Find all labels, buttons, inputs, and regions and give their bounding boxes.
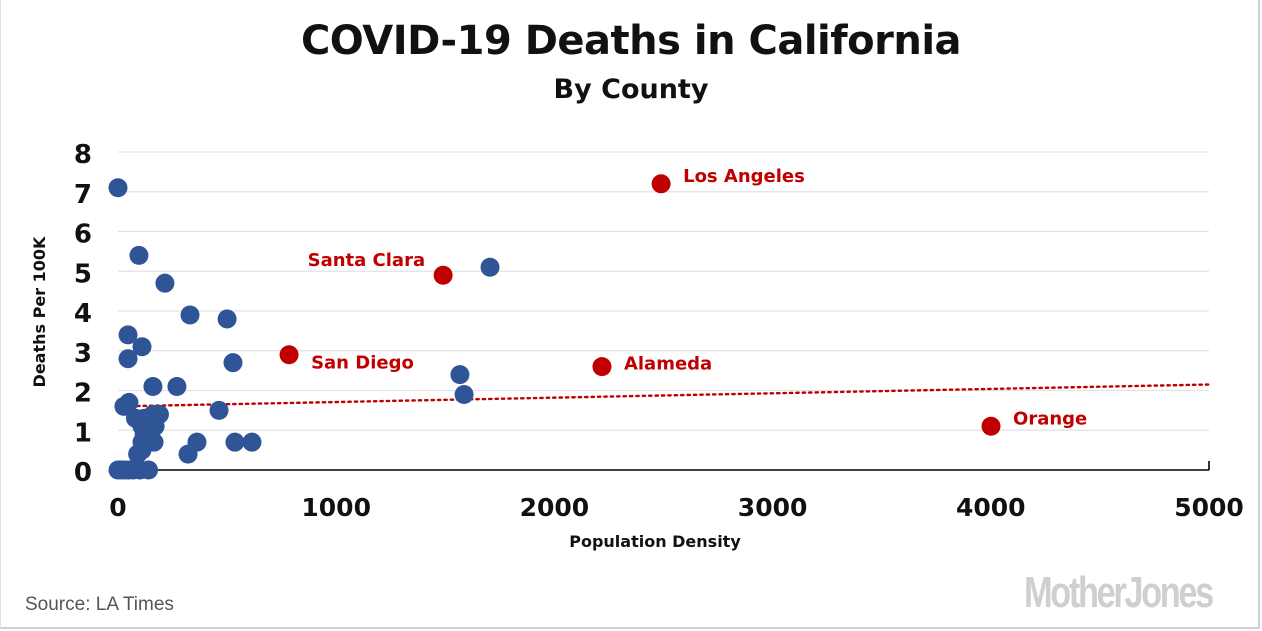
chart-title: COVID-19 Deaths in California — [300, 18, 962, 64]
x-tick-label: 2000 — [520, 493, 590, 522]
data-point — [139, 460, 159, 480]
y-tick-label: 2 — [74, 379, 92, 409]
data-point — [155, 273, 175, 293]
point-label: Orange — [1013, 408, 1087, 429]
point-label: San Diego — [311, 353, 414, 374]
data-point — [143, 377, 163, 397]
x-tick-label: 5000 — [1174, 493, 1244, 522]
data-point — [223, 353, 243, 373]
axes — [118, 461, 1210, 471]
points-group — [108, 174, 1001, 480]
y-tick-label: 0 — [74, 458, 92, 488]
point-label: Santa Clara — [308, 250, 426, 271]
mother-jones-logo: MotherJones — [1024, 568, 1214, 617]
y-tick-label: 7 — [74, 180, 92, 210]
source-note: Source: LA Times — [25, 594, 174, 615]
data-point — [108, 178, 128, 198]
data-point — [118, 349, 138, 369]
x-tick-label: 0 — [109, 493, 126, 522]
x-axis-label: Population Density — [569, 532, 741, 551]
data-point — [217, 309, 237, 329]
highlight-point — [279, 345, 299, 365]
x-tick-labels: 0 1000 2000 3000 4000 5000 — [109, 493, 1244, 522]
x-tick-label: 4000 — [956, 493, 1026, 522]
point-label: Alameda — [624, 354, 712, 375]
y-tick-label: 4 — [74, 299, 92, 329]
y-tick-label: 1 — [74, 418, 92, 448]
trendline — [116, 383, 1211, 408]
data-point — [167, 377, 187, 397]
y-tick-label: 8 — [74, 140, 92, 170]
y-tick-label: 5 — [74, 259, 92, 289]
data-point — [119, 392, 139, 412]
trendline-group — [116, 383, 1211, 408]
data-point — [129, 245, 149, 265]
data-point — [209, 400, 229, 420]
chart-subtitle: By County — [553, 74, 709, 105]
data-point — [480, 257, 500, 277]
data-point — [450, 365, 470, 385]
y-tick-label: 6 — [74, 220, 92, 250]
data-point — [132, 337, 152, 357]
data-point — [180, 305, 200, 325]
y-axis-label: Deaths Per 100K — [30, 236, 49, 388]
data-point — [454, 384, 474, 404]
data-point — [242, 432, 262, 452]
data-point — [118, 325, 138, 345]
highlight-point — [651, 174, 671, 194]
point-labels: Los Angeles Santa Clara San Diego Alameda Or… — [308, 166, 1088, 429]
y-tick-labels: 0 1 2 3 4 5 6 7 8 — [74, 140, 92, 488]
highlight-point — [981, 416, 1001, 436]
data-point — [225, 432, 245, 452]
point-label: Los Angeles — [683, 166, 805, 187]
x-tick-label: 1000 — [301, 493, 371, 522]
data-point — [178, 444, 198, 464]
highlight-point — [592, 357, 612, 377]
data-point — [132, 440, 152, 460]
x-tick-label: 3000 — [738, 493, 808, 522]
highlight-point — [433, 265, 453, 285]
y-tick-label: 3 — [74, 339, 92, 369]
